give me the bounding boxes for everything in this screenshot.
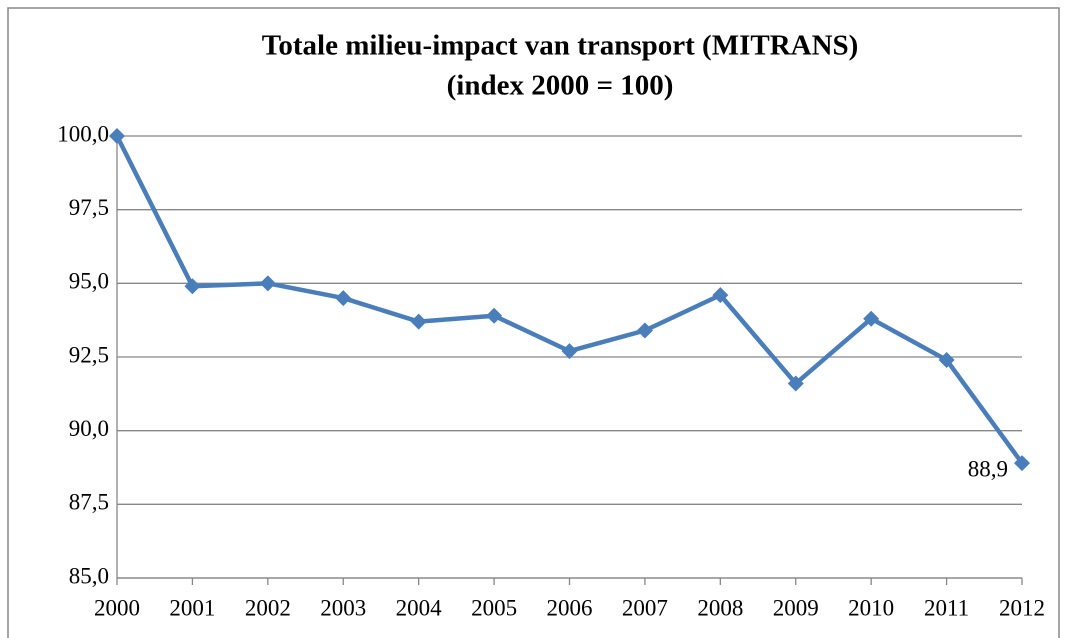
y-tick-label: 87,5: [69, 490, 109, 515]
marker: [938, 351, 955, 368]
x-tick-label: 2010: [848, 595, 894, 620]
x-tick-label: 2007: [622, 595, 668, 620]
x-tick-label: 2005: [471, 595, 517, 620]
chart-title: Totale milieu-impact van transport (MITR…: [262, 30, 859, 62]
marker: [109, 128, 125, 144]
x-tick-label: 2012: [999, 595, 1045, 620]
x-tick-label: 2003: [320, 595, 366, 620]
x-tick-label: 2009: [773, 595, 819, 620]
marker: [410, 313, 427, 330]
x-tick-label: 2011: [924, 595, 969, 620]
marker: [259, 275, 276, 292]
marker: [335, 290, 352, 307]
x-tick-label: 2001: [169, 595, 215, 620]
x-tick-label: 2000: [94, 595, 140, 620]
x-tick-label: 2002: [245, 595, 291, 620]
y-tick-label: 85,0: [69, 563, 109, 588]
marker: [486, 307, 503, 324]
chart-subtitle: (index 2000 = 100): [447, 70, 674, 102]
series-line: [114, 134, 1024, 465]
marker: [712, 287, 729, 304]
y-tick-label: 97,5: [69, 195, 109, 220]
data-label: 88,9: [968, 456, 1008, 481]
chart-frame: [7, 7, 1060, 638]
y-tick-label: 100,0: [57, 121, 109, 146]
y-tick-label: 90,0: [69, 416, 109, 441]
x-tick-label: 2004: [396, 595, 443, 620]
x-tick-label: 2008: [697, 595, 743, 620]
marker: [184, 278, 201, 295]
y-tick-label: 95,0: [69, 269, 109, 294]
marker: [561, 343, 578, 360]
marker: [636, 322, 653, 339]
marker: [1014, 455, 1030, 472]
x-tick-label: 2006: [547, 595, 593, 620]
y-tick-label: 92,5: [69, 342, 109, 367]
marker: [863, 310, 880, 327]
marker: [787, 375, 804, 392]
